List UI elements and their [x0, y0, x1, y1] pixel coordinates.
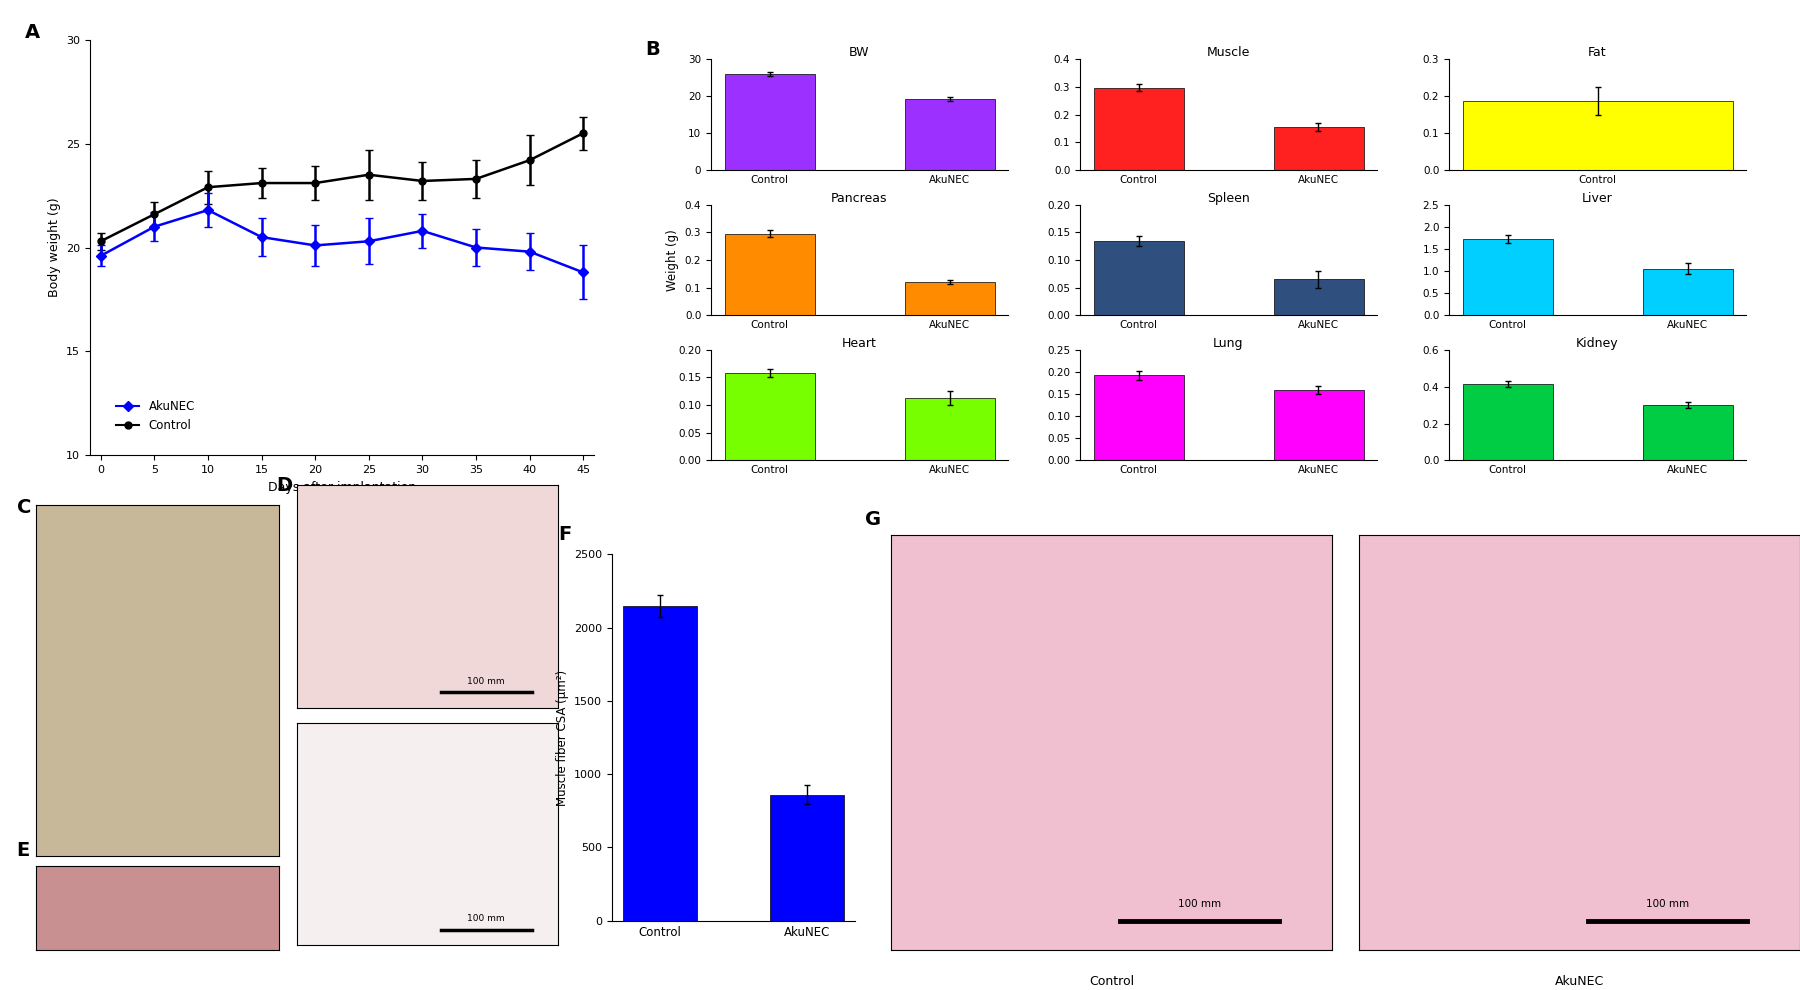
Title: BW: BW: [850, 47, 869, 59]
Title: Muscle: Muscle: [1206, 47, 1251, 59]
X-axis label: Days after implantation: Days after implantation: [268, 481, 416, 494]
Bar: [904, 99, 994, 170]
Title: Fat: Fat: [1588, 47, 1607, 59]
Bar: [1094, 375, 1184, 460]
Text: 100 mm: 100 mm: [1179, 899, 1220, 909]
Bar: [904, 398, 994, 460]
Bar: [724, 234, 814, 315]
Text: 100 mm: 100 mm: [468, 914, 506, 923]
Bar: [904, 282, 994, 315]
Text: F: F: [558, 525, 572, 545]
Bar: [623, 606, 697, 921]
Text: 100 mm: 100 mm: [1647, 899, 1688, 909]
Bar: [724, 373, 814, 460]
Bar: [1462, 240, 1552, 315]
Bar: [1274, 390, 1364, 460]
Title: Pancreas: Pancreas: [832, 192, 887, 205]
Title: Liver: Liver: [1582, 192, 1613, 205]
Bar: [1094, 87, 1184, 170]
Text: 100 mm: 100 mm: [468, 676, 506, 686]
Legend: AkuNEC, Control: AkuNEC, Control: [112, 396, 200, 437]
Text: B: B: [646, 40, 661, 58]
Text: D: D: [275, 476, 292, 495]
Bar: [1642, 405, 1732, 460]
Bar: [1462, 384, 1552, 460]
Bar: [1274, 279, 1364, 315]
Title: Heart: Heart: [842, 337, 877, 349]
Bar: [724, 74, 814, 170]
Y-axis label: Body weight (g): Body weight (g): [47, 198, 61, 297]
Bar: [770, 795, 844, 921]
Y-axis label: Muscle fiber CSA (μm²): Muscle fiber CSA (μm²): [556, 669, 569, 806]
Text: E: E: [16, 842, 31, 860]
Text: AkuNEC: AkuNEC: [1555, 975, 1604, 988]
Bar: [1094, 241, 1184, 315]
Text: A: A: [25, 23, 40, 42]
Text: Control: Control: [1089, 975, 1134, 988]
Title: Lung: Lung: [1213, 337, 1244, 349]
Bar: [1642, 268, 1732, 315]
Y-axis label: Weight (g): Weight (g): [666, 229, 679, 291]
Title: Kidney: Kidney: [1577, 337, 1618, 349]
Title: Spleen: Spleen: [1208, 192, 1249, 205]
Bar: [1462, 101, 1732, 170]
Bar: [1274, 127, 1364, 170]
Text: C: C: [16, 498, 31, 517]
Text: G: G: [864, 510, 880, 529]
